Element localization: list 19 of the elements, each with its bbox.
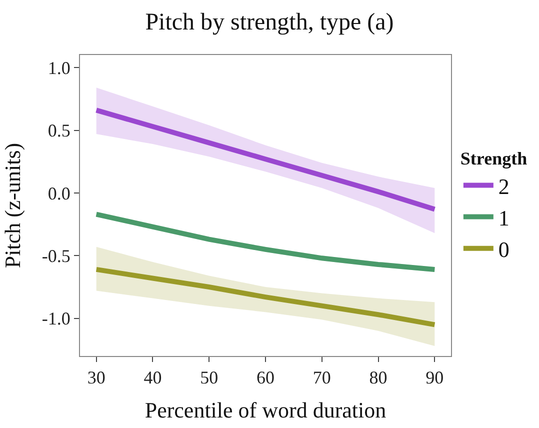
- y-tick-label: 0.0: [48, 183, 70, 204]
- x-axis-title: Percentile of word duration: [144, 398, 386, 422]
- x-tick-label: 70: [312, 368, 331, 388]
- y-axis-title: Pitch (z-units): [0, 142, 25, 268]
- x-tick-label: 60: [256, 368, 274, 388]
- legend-title: Strength: [460, 148, 528, 168]
- x-tick-label: 40: [144, 368, 162, 388]
- legend-label: 2: [498, 174, 510, 199]
- y-tick-label: 1.0: [48, 58, 70, 78]
- x-tick-label: 80: [369, 368, 388, 388]
- y-tick-label: -0.5: [42, 246, 70, 266]
- y-tick-label: 0.5: [48, 120, 70, 141]
- x-tick-label: 30: [87, 368, 106, 388]
- legend-label: 1: [498, 205, 510, 230]
- legend-label: 0: [498, 236, 510, 262]
- x-tick-label: 90: [426, 368, 444, 388]
- y-tick-label: -1.0: [42, 308, 70, 329]
- x-tick-label: 50: [200, 368, 218, 388]
- chart-title: Pitch by strength, type (a): [145, 10, 394, 36]
